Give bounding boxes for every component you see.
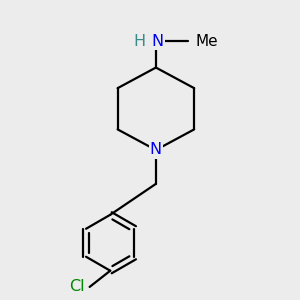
Text: N: N [150,142,162,158]
Text: Cl: Cl [70,279,85,294]
Text: Me: Me [196,34,218,49]
Text: H: H [134,34,146,49]
Text: N: N [151,34,164,49]
